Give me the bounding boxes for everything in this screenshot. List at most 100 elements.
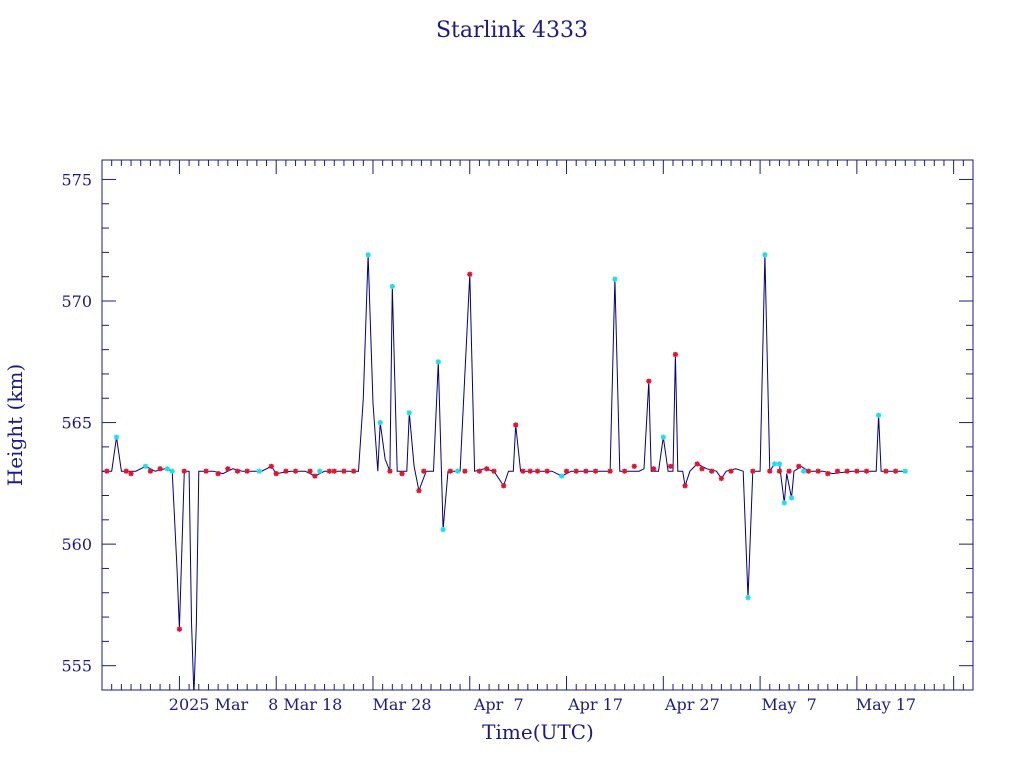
- data-point-red: [844, 468, 850, 474]
- y-tick-label: 570: [61, 292, 92, 311]
- data-point-red: [283, 468, 289, 474]
- data-point-red: [854, 468, 860, 474]
- plot-frame: [101, 159, 974, 691]
- data-point-red: [292, 468, 299, 474]
- data-point-red: [825, 471, 831, 477]
- data-point-red: [268, 463, 274, 469]
- data-point-red: [699, 466, 705, 472]
- data-point-red: [796, 463, 802, 469]
- data-point-red: [476, 468, 483, 474]
- data-point-red: [462, 468, 468, 474]
- data-point-red: [484, 466, 490, 472]
- data-point-red: [607, 468, 613, 474]
- data-point-cyan: [389, 283, 395, 290]
- data-point-red: [147, 468, 153, 474]
- data-point-red: [312, 473, 318, 479]
- y-axis: 555 560 565 570 575: [61, 170, 973, 691]
- data-point-red: [718, 475, 724, 482]
- data-point-cyan: [377, 419, 383, 426]
- x-tick-label: May 17: [856, 695, 916, 714]
- data-point-red: [157, 466, 163, 472]
- data-point-red: [672, 351, 679, 358]
- data-point-red: [534, 468, 541, 474]
- data-point-red: [776, 468, 783, 474]
- data-point-red: [421, 468, 427, 474]
- data-point-red: [694, 461, 700, 467]
- x-axis-label: Time(UTC): [482, 720, 594, 744]
- data-point-red: [331, 468, 337, 474]
- data-point-cyan: [902, 468, 908, 474]
- x-tick-label: Mar 28: [373, 695, 432, 714]
- data-point-red: [573, 468, 579, 474]
- data-point-red: [583, 468, 589, 474]
- data-point-red: [215, 471, 221, 477]
- data-point-red: [834, 468, 841, 474]
- data-point-red: [682, 483, 688, 489]
- data-point-red: [520, 468, 526, 474]
- data-point-cyan: [772, 461, 778, 467]
- data-point-red: [447, 468, 453, 474]
- data-point-red: [622, 468, 628, 474]
- data-point-cyan: [876, 412, 882, 418]
- data-point-cyan: [164, 466, 170, 472]
- data-point-cyan: [113, 434, 120, 440]
- data-point-red: [351, 468, 357, 474]
- x-tick-label: 8 Mar 18: [268, 695, 342, 714]
- y-tick-label: 575: [61, 170, 92, 189]
- data-point-red: [592, 468, 599, 474]
- data-point-cyan: [435, 359, 441, 365]
- data-point-red: [307, 468, 313, 474]
- x-tick-label: Apr 17: [567, 695, 623, 714]
- data-point-red: [501, 483, 507, 489]
- data-point-cyan: [745, 595, 751, 601]
- data-point-red: [203, 468, 209, 474]
- data-point-red: [234, 468, 241, 474]
- data-point-red: [399, 471, 405, 477]
- data-point-red: [104, 468, 110, 474]
- data-point-red: [527, 468, 533, 474]
- data-point-red: [709, 468, 715, 474]
- data-point-cyan: [776, 461, 783, 467]
- data-point-red: [750, 468, 756, 474]
- data-point-red: [467, 271, 473, 277]
- data-point-red: [128, 471, 134, 477]
- data-point-red: [728, 468, 734, 474]
- y-tick-label: 560: [61, 535, 92, 554]
- data-point-cyan: [781, 500, 787, 506]
- data-point-red: [326, 468, 333, 474]
- x-tick-label: May 7: [761, 695, 816, 714]
- data-point-red: [244, 468, 250, 474]
- series-line: [102, 254, 906, 690]
- data-point-red: [273, 471, 279, 477]
- data-point-cyan: [762, 252, 768, 258]
- data-point-red: [176, 626, 183, 632]
- data-point-cyan: [406, 410, 412, 416]
- data-point-cyan: [455, 468, 461, 474]
- data-point-red: [883, 468, 889, 474]
- data-point-cyan: [440, 526, 446, 533]
- data-point-cyan: [612, 276, 618, 282]
- y-tick-label: 555: [61, 657, 92, 676]
- data-point-cyan: [788, 495, 795, 501]
- chart-title: Starlink 4333: [436, 18, 588, 43]
- data-point-red: [123, 468, 129, 474]
- x-tick-label: 2025 Mar: [169, 695, 249, 714]
- data-point-red: [631, 463, 637, 469]
- x-axis: 2025 Mar 8 Mar 18 Mar 28 Apr 7 Apr 17 Apr 27 M…: [101, 160, 974, 714]
- data-point-cyan: [317, 468, 323, 474]
- data-point-cyan: [256, 468, 262, 474]
- data-point-red: [646, 378, 652, 384]
- data-point-red: [387, 468, 393, 474]
- data-point-red: [863, 468, 870, 474]
- x-tick-label: Apr 27: [664, 695, 720, 714]
- data-point-cyan: [660, 434, 666, 440]
- data-point-cyan: [169, 468, 175, 474]
- data-markers: [104, 252, 908, 632]
- x-tick-label: Apr 7: [473, 695, 524, 714]
- data-point-red: [651, 466, 657, 472]
- data-point-red: [341, 468, 347, 474]
- data-point-red: [667, 463, 674, 469]
- data-point-red: [815, 468, 821, 474]
- data-point-red: [491, 468, 497, 474]
